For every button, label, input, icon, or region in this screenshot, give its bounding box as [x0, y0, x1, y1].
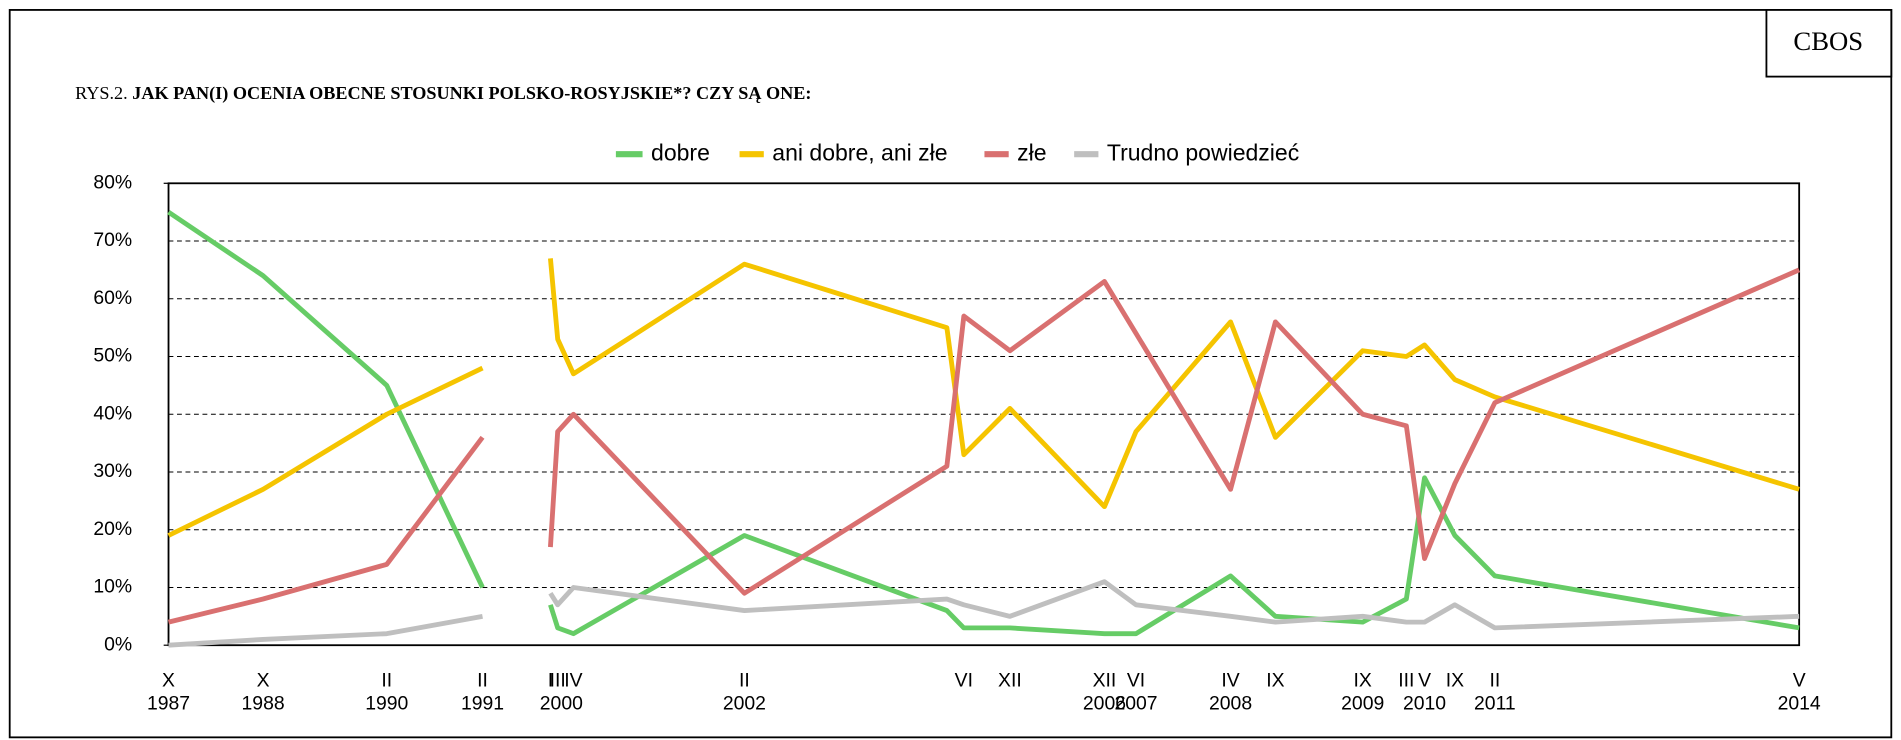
- x-tick-label: XII: [1093, 670, 1117, 692]
- x-tick-label: II: [739, 670, 750, 692]
- x-tick-year: 2010: [1403, 693, 1446, 715]
- series-line: [167, 267, 1801, 625]
- y-tick-label: 60%: [93, 287, 132, 309]
- x-tick-year: 1991: [461, 693, 504, 715]
- x-tick-label: IX: [1354, 670, 1372, 692]
- series-line: [167, 210, 1800, 637]
- x-tick-year: 2000: [540, 693, 583, 715]
- x-tick-year: 1990: [365, 693, 408, 715]
- y-tick-label: 70%: [93, 229, 132, 251]
- x-tick-label: IV: [1221, 670, 1239, 692]
- x-tick-label: III: [550, 670, 566, 692]
- x-tick-label: I: [548, 670, 553, 692]
- x-tick-label: VI: [955, 670, 973, 692]
- legend-label: dobre: [651, 139, 710, 165]
- y-tick-label: 10%: [93, 576, 132, 598]
- x-tick-label: V: [1418, 670, 1431, 692]
- legend-label: ani dobre, ani złe: [772, 139, 947, 165]
- x-tick-year: 1987: [147, 693, 190, 715]
- title-main: JAK PAN(I) OCENIA OBECNE STOSUNKI POLSKO…: [132, 83, 811, 104]
- y-tick-label: 50%: [93, 345, 132, 367]
- x-tick-label: X: [257, 670, 270, 692]
- x-tick-label: III: [1398, 670, 1414, 692]
- series-line: [168, 579, 1800, 648]
- chart-title: RYS.2. JAK PAN(I) OCENIA OBECNE STOSUNKI…: [75, 83, 811, 104]
- title-prefix: RYS.2.: [75, 83, 128, 103]
- x-tick-label: II: [477, 670, 488, 692]
- x-tick-year: 2006: [1083, 693, 1126, 715]
- x-tick-year: 2014: [1778, 693, 1821, 715]
- x-tick-label: VI: [1127, 670, 1145, 692]
- plot-border: [167, 182, 1801, 647]
- badge: CBOS: [1793, 26, 1863, 56]
- x-tick-year: 2011: [1474, 693, 1516, 715]
- y-tick-label: 0%: [104, 633, 132, 655]
- x-tick-year: 1988: [242, 693, 285, 715]
- badge-box: [1765, 9, 1893, 78]
- x-tick-year: 2008: [1209, 693, 1252, 715]
- x-tick-year: 2007: [1114, 693, 1157, 715]
- legend-label: złe: [1017, 139, 1046, 165]
- x-tick-label: IX: [1446, 670, 1464, 692]
- x-tick-label: II: [381, 670, 392, 692]
- x-tick-year: 2009: [1341, 693, 1384, 715]
- legend-label: Trudno powiedzieć: [1107, 139, 1299, 165]
- x-tick-label: II: [1489, 670, 1500, 692]
- y-tick-label: 30%: [93, 460, 132, 482]
- x-tick-label: IX: [1266, 670, 1284, 692]
- x-tick-label: IV: [564, 670, 582, 692]
- y-tick-label: 80%: [93, 171, 132, 193]
- x-tick-label: XII: [998, 670, 1022, 692]
- x-tick-year: 2002: [723, 693, 766, 715]
- y-tick-label: 40%: [93, 402, 132, 424]
- series-line: [167, 258, 1800, 538]
- x-tick-label: X: [162, 670, 175, 692]
- y-tick-label: 20%: [93, 518, 132, 540]
- x-tick-label: V: [1793, 670, 1806, 692]
- frame: [8, 9, 1893, 739]
